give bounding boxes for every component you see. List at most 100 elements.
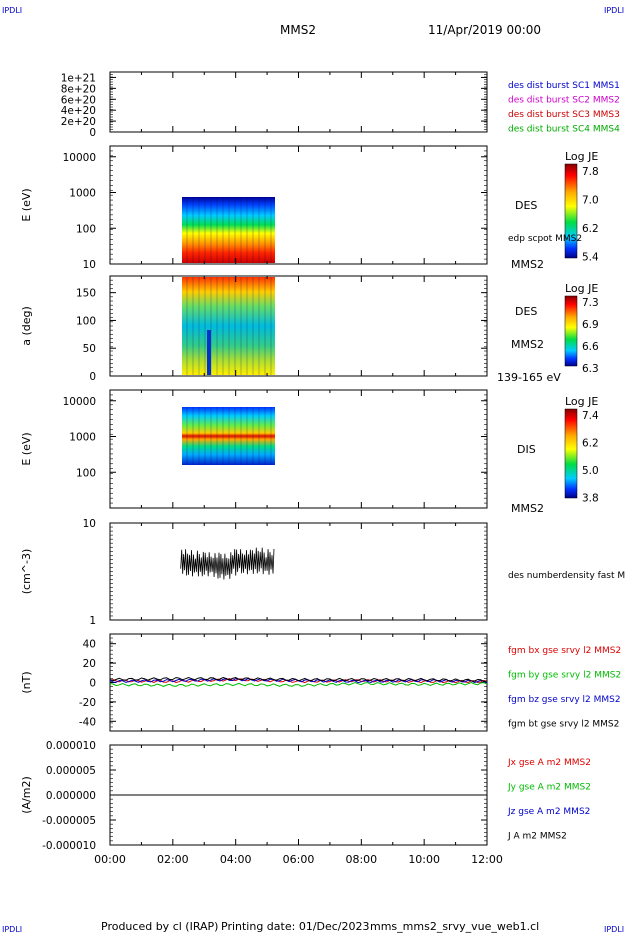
- y-tick-label-p3: 150: [76, 288, 96, 300]
- y-axis-label-p7: (A/m2): [20, 776, 33, 814]
- colorbar-2: [564, 295, 578, 367]
- y-tick-label-p2: 1000: [69, 188, 96, 200]
- spacecraft-label-p2: MMS2: [511, 258, 544, 271]
- colorbar-3: [564, 408, 578, 499]
- y-axis-label-p4: E (eV): [20, 432, 33, 465]
- colorbar-3-tick: 3.8: [582, 493, 599, 505]
- colorbar-3-title: Log JE: [565, 395, 598, 408]
- y-tick-label-p5: 10: [83, 518, 96, 530]
- legend-entry-p7: J A m2 MMS2: [507, 832, 567, 842]
- y-axis-label-p6: (nT): [20, 671, 33, 693]
- des-energy-texture: [182, 197, 275, 263]
- y-tick-label-p7: 0.000005: [46, 765, 96, 777]
- panel-1-frame: [109, 71, 488, 133]
- colorbar-2-tick: 6.6: [582, 341, 599, 353]
- colorbar-3-tick: 6.2: [582, 438, 599, 450]
- colorbar-2-title: Log JE: [565, 282, 598, 295]
- colorbar-1-title: Log JE: [565, 150, 598, 163]
- colorbar-2-tick: 7.3: [582, 297, 599, 309]
- y-tick-label-p4: 1000: [69, 432, 96, 444]
- y-tick-label-p4: 10000: [63, 396, 96, 408]
- corner-label-br: IPDLI: [604, 925, 624, 934]
- x-tick-label: 10:00: [408, 853, 440, 866]
- y-tick-label-p6: 0: [89, 678, 96, 690]
- instrument-label-p4: DIS: [517, 443, 536, 456]
- legend-entry-p7: Jy gse A m2 MMS2: [507, 783, 591, 793]
- x-tick-label: 00:00: [94, 853, 126, 866]
- corner-label-tl: IPDLI: [2, 6, 22, 15]
- y-tick-label-p3: 50: [83, 343, 96, 355]
- legend-entry-p1: des dist burst SC1 MMS1: [508, 81, 620, 91]
- x-tick-label: 08:00: [345, 853, 377, 866]
- legend-entry-p7: Jz gse A m2 MMS2: [507, 807, 590, 817]
- panel-3-frame: [109, 275, 488, 377]
- des-pitch-texture: [182, 277, 275, 375]
- panel-5-frame: [109, 522, 488, 621]
- y-tick-label-p6: -20: [79, 697, 96, 709]
- bfield-series-line: [109, 681, 488, 687]
- colorbar-1-tick: 6.2: [582, 223, 599, 235]
- date-title: 11/Apr/2019 00:00: [428, 23, 541, 37]
- density-series-line: [180, 547, 275, 580]
- y-axis-label-p3: a (deg): [20, 306, 33, 346]
- y-tick-label-p7: -0.000010: [42, 840, 96, 852]
- legend-entry-p6: fgm bz gse srvy l2 MMS2: [508, 695, 621, 705]
- instrument-label-p2: DES: [515, 199, 537, 212]
- corner-label-tr: IPDLI: [604, 6, 624, 15]
- y-tick-label-p1: 1e+21: [61, 72, 96, 84]
- legend-entry-p1: des dist burst SC3 MMS3: [508, 110, 620, 120]
- y-tick-label-p5: 1: [89, 615, 96, 627]
- y-tick-label-p1: 4e+20: [61, 105, 96, 117]
- colorbar-1-tick: 7.0: [582, 195, 599, 207]
- footer-printing-date: Printing date: 01/Dec/2023: [221, 920, 370, 933]
- footer-filename: mms_mms2_srvy_vue_web1.cl: [370, 920, 539, 933]
- dis-energy-texture: [182, 407, 275, 465]
- colorbar-1-tick: 5.4: [582, 252, 599, 264]
- x-tick-label: 12:00: [471, 853, 503, 866]
- y-axis-label-p5: (cm^-3): [20, 549, 33, 595]
- colorbar-3-tick: 7.4: [582, 410, 599, 422]
- panel-4-frame: [109, 389, 488, 509]
- corner-label-bl: IPDLI: [2, 925, 22, 934]
- x-tick-label: 04:00: [220, 853, 252, 866]
- y-tick-label-p3: 0: [89, 371, 96, 383]
- instrument-label-p3: DES: [515, 305, 537, 318]
- y-tick-label-p6: 20: [83, 658, 96, 670]
- colorbar-2-tick: 6.3: [582, 363, 599, 375]
- y-tick-label-p7: -0.000005: [42, 815, 96, 827]
- spacecraft-label-p4: MMS2: [511, 502, 544, 515]
- spacecraft-label-p3: MMS2: [511, 338, 544, 351]
- legend-entry-p6: fgm by gse srvy l2 MMS2: [508, 671, 621, 681]
- colorbar-1: [564, 163, 578, 259]
- colorbar-2-tick: 6.9: [582, 319, 599, 331]
- colorbar-1-tick: 7.8: [582, 166, 599, 178]
- legend-entry-p5: des numberdensity fast M: [508, 571, 625, 581]
- legend-entry-p1: des dist burst SC4 MMS4: [508, 125, 620, 135]
- des-pitch-streak: [207, 330, 211, 375]
- spacecraft-title: MMS2: [280, 23, 316, 37]
- colorbar-3-tick: 5.0: [582, 465, 599, 477]
- y-axis-label-p2: E (eV): [20, 188, 33, 221]
- y-tick-label-p2: 10000: [63, 152, 96, 164]
- y-tick-label-p4: 100: [76, 467, 96, 479]
- y-tick-label-p3: 100: [76, 315, 96, 327]
- y-tick-label-p1: 6e+20: [61, 94, 96, 106]
- y-tick-label-p1: 2e+20: [61, 116, 96, 128]
- y-tick-label-p6: -40: [79, 716, 96, 728]
- x-tick-label: 06:00: [283, 853, 315, 866]
- y-tick-label-p7: 0.000000: [46, 790, 96, 802]
- y-tick-label-p6: 40: [83, 639, 96, 651]
- legend-entry-p7: Jx gse A m2 MMS2: [507, 758, 591, 768]
- y-tick-label-p2: 10: [83, 259, 96, 271]
- footer-produced-by: Produced by cl (IRAP): [101, 920, 218, 933]
- legend-entry-p6: fgm bx gse srvy l2 MMS2: [508, 646, 621, 656]
- legend-entry-p6: fgm bt gse srvy l2 MMS2: [508, 720, 619, 730]
- secondary-label-p2: edp scpot MMS2: [508, 234, 582, 244]
- y-tick-label-p7: 0.000010: [46, 740, 96, 752]
- panel-2-frame: [109, 145, 488, 265]
- y-tick-label-p2: 100: [76, 223, 96, 235]
- legend-entry-p1: des dist burst SC2 MMS2: [508, 96, 620, 106]
- x-tick-label: 02:00: [157, 853, 189, 866]
- y-tick-label-p1: 0: [89, 127, 96, 139]
- bfield-series-line: [109, 676, 488, 683]
